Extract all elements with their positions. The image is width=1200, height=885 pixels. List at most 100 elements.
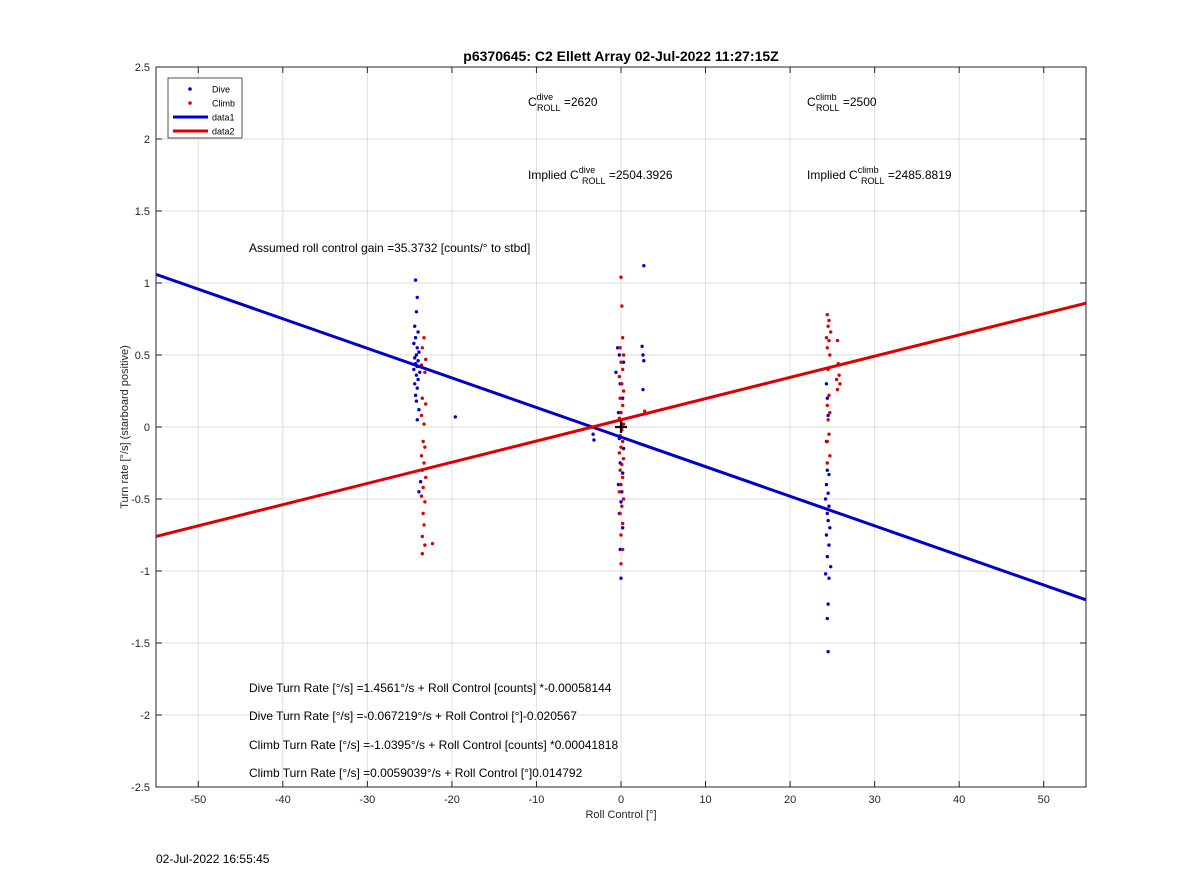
climb-point	[620, 304, 624, 308]
dive-point	[413, 336, 418, 340]
climb-point	[419, 494, 424, 498]
climb-point	[838, 382, 842, 386]
dive-point	[621, 446, 626, 451]
origin-plus-marker	[615, 421, 627, 433]
dive-point	[825, 396, 829, 400]
dive-point	[619, 576, 623, 580]
y-tick-label: 0.5	[135, 350, 150, 362]
climb-point	[621, 497, 626, 501]
climb-point	[619, 360, 623, 364]
dive-point	[418, 370, 422, 374]
x-tick-label: -10	[529, 794, 545, 806]
climb-point	[620, 462, 624, 467]
footer-timestamp: 02-Jul-2022 16:55:45	[156, 852, 270, 866]
climb-point	[420, 346, 425, 350]
dive-point	[413, 393, 418, 398]
dive-point	[826, 491, 830, 495]
dive-point	[827, 576, 831, 580]
dive-point	[414, 373, 419, 377]
climb-point	[827, 432, 831, 436]
series-dive-points	[412, 264, 833, 654]
climb-point	[825, 439, 829, 444]
dive-point	[415, 386, 419, 390]
climb-point	[430, 541, 435, 546]
climb-point	[617, 451, 622, 455]
climb-point	[617, 490, 622, 494]
dive-point	[826, 602, 830, 606]
dive-point	[825, 468, 829, 472]
y-tick-label: -1	[140, 566, 150, 578]
climb-point	[422, 336, 426, 340]
dive-point	[417, 490, 421, 494]
climb-point	[620, 504, 624, 508]
x-tick-label: -40	[275, 794, 291, 806]
chart-title: p6370645: C2 Ellett Array 02-Jul-2022 11…	[463, 48, 779, 64]
series-climb-points	[419, 275, 842, 566]
climb-point	[620, 382, 624, 386]
dive-point	[616, 410, 621, 415]
dive-point	[615, 346, 620, 350]
climb-point	[421, 485, 425, 490]
dive-point	[414, 310, 419, 314]
climb-point	[423, 543, 427, 547]
dive-point	[415, 295, 419, 300]
legend-label-data2: data2	[212, 127, 235, 137]
dive-point	[418, 480, 423, 484]
y-axis-label: Turn rate [°/s] (starboard positive)	[119, 345, 131, 509]
dive-point	[619, 500, 623, 504]
legend-label-data1: data1	[212, 113, 235, 123]
climb-point	[619, 533, 623, 537]
dive-point	[826, 413, 830, 418]
gain-annotation: Assumed roll control gain =35.3732 [coun…	[249, 241, 530, 255]
climb-point	[828, 454, 832, 458]
y-tick-label: 0	[144, 422, 150, 434]
x-tick-label: -20	[444, 794, 460, 806]
climb-point	[835, 387, 840, 392]
dive-point	[416, 359, 420, 363]
y-tick-label: -2.5	[131, 782, 150, 794]
climb-point	[419, 454, 424, 458]
dive-point	[828, 526, 832, 530]
dive-point	[592, 438, 596, 442]
dive-point	[414, 399, 419, 403]
dive-point	[413, 324, 417, 328]
dive-point	[825, 511, 829, 516]
climb-point	[825, 403, 829, 408]
dive-point	[640, 344, 644, 349]
climb-point	[420, 396, 425, 400]
climb-point	[825, 461, 829, 465]
x-tick-label: 10	[699, 794, 711, 806]
climb-point	[617, 374, 622, 379]
climb-point	[619, 445, 623, 449]
dive-point	[827, 472, 831, 477]
climb-point	[834, 377, 839, 382]
dive-point	[620, 471, 625, 475]
y-tick-label: 2	[144, 134, 150, 146]
legend-items: Dive Climb data1 data2	[173, 85, 235, 137]
x-tick-label: -50	[190, 794, 206, 806]
x-tick-label: 30	[869, 794, 881, 806]
eq-climb-counts: Climb Turn Rate [°/s] =-1.0395°/s + Roll…	[249, 738, 618, 752]
climb-point	[420, 552, 425, 556]
climb-point	[825, 312, 829, 317]
c-dive-annotation: Cdive ROLL =2620	[528, 92, 598, 113]
plot-series	[155, 264, 1087, 654]
dive-point	[591, 432, 595, 436]
climb-point	[621, 389, 626, 393]
climb-point	[826, 418, 830, 422]
dive-point	[828, 564, 833, 569]
implied-dive-annotation: Implied Cdive ROLL =2504.3926	[528, 165, 673, 186]
dive-point	[620, 490, 624, 494]
climb-point	[423, 445, 427, 449]
climb-point	[424, 357, 428, 362]
climb-point	[828, 353, 832, 357]
dive-point	[414, 353, 419, 357]
legend-label-climb: Climb	[212, 99, 235, 109]
eq-dive-counts: Dive Turn Rate [°/s] =1.4561°/s + Roll C…	[249, 681, 612, 695]
dive-point	[823, 497, 828, 501]
climb-point	[619, 482, 623, 487]
climb-point	[424, 475, 428, 480]
climb-point	[828, 330, 833, 334]
dive-point	[415, 346, 419, 350]
x-tick-label: 20	[784, 794, 796, 806]
